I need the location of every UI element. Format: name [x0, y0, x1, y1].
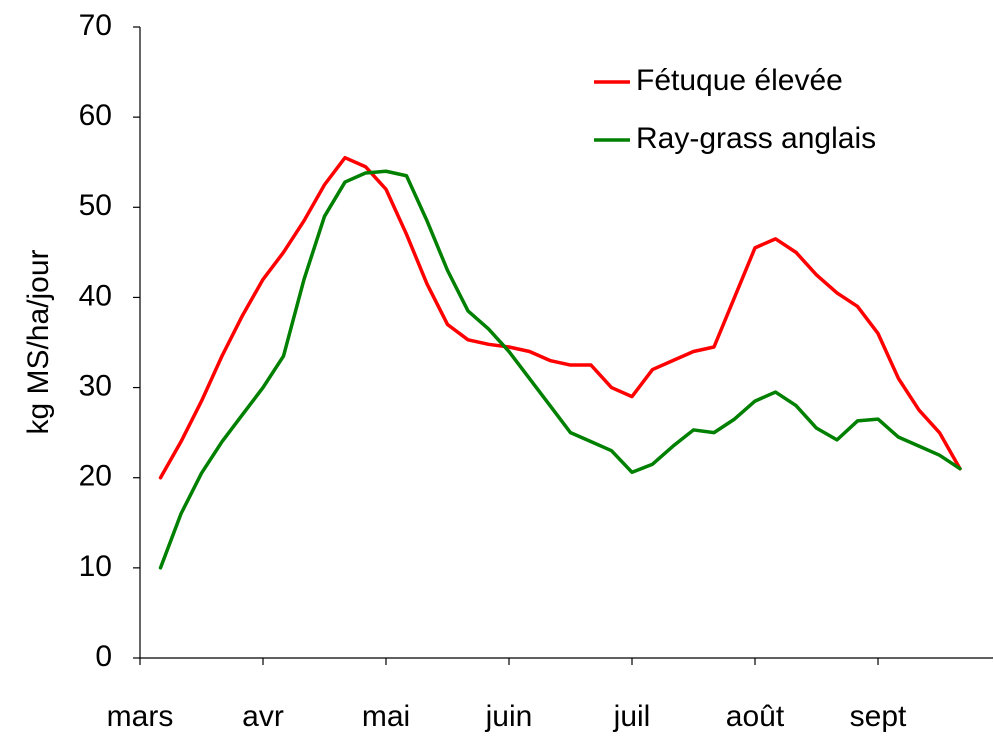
- x-tick-label: juil: [613, 700, 651, 733]
- y-tick-label: 60: [79, 99, 112, 132]
- line-series: [158, 155, 962, 480]
- legend-label: Ray-grass anglais: [636, 122, 876, 155]
- x-tick-label: avr: [242, 700, 284, 733]
- y-tick-label: 30: [79, 369, 112, 402]
- y-axis-label: kg MS/ha/jour: [22, 249, 55, 434]
- x-tick-label: mars: [107, 700, 174, 733]
- x-tick-label: juin: [485, 700, 533, 733]
- y-tick-label: 70: [79, 9, 112, 42]
- line-series: [158, 169, 962, 570]
- y-tick-label: 40: [79, 279, 112, 312]
- x-tick-label: sept: [850, 700, 907, 733]
- y-tick-label: 50: [79, 189, 112, 222]
- x-tick-label: mai: [362, 700, 410, 733]
- y-tick-label: 0: [95, 640, 112, 673]
- legend-label: Fétuque élevée: [636, 64, 843, 97]
- y-tick-label: 20: [79, 460, 112, 493]
- x-tick-label: août: [726, 700, 785, 733]
- y-tick-label: 10: [79, 550, 112, 583]
